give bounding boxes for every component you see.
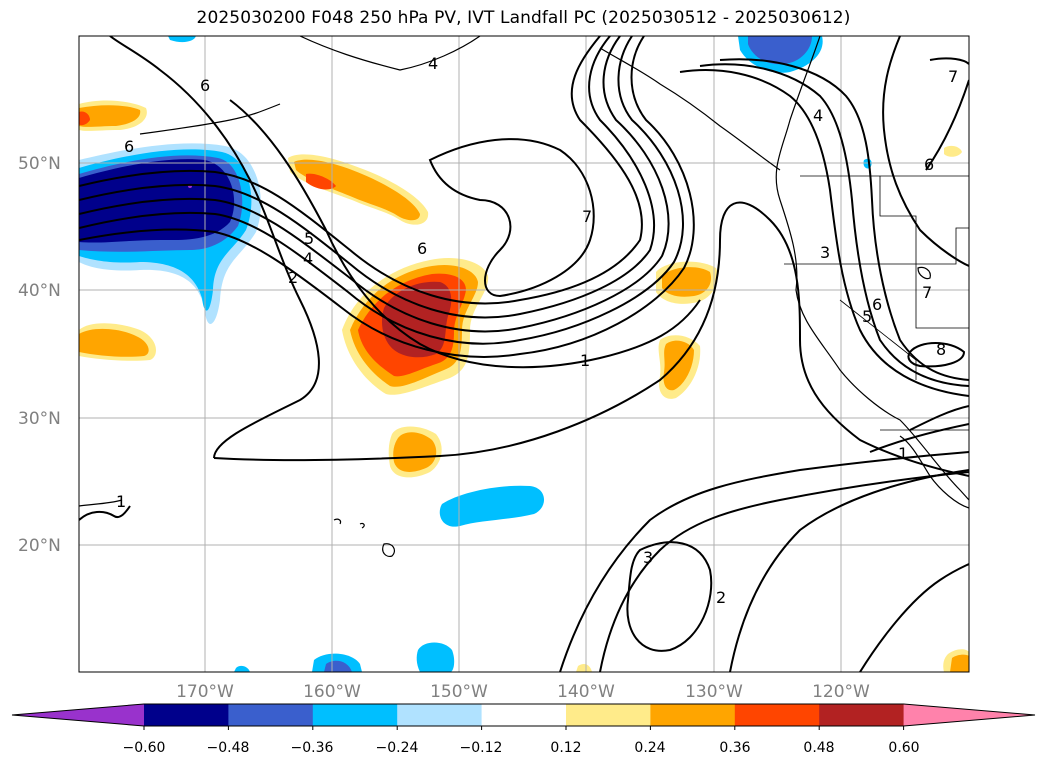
colorbar-tick-label: −0.12 xyxy=(460,740,503,756)
map-area: 6 6 4 5 4 2 6 7 1 4 3 6 5 7 8 6 7 1 3 2 … xyxy=(79,36,969,672)
contour-label: 1 xyxy=(580,351,590,370)
contour-labels: 6 6 4 5 4 2 6 7 1 4 3 6 5 7 8 6 7 1 3 2 … xyxy=(116,54,958,607)
colorbar-tick-label: −0.48 xyxy=(207,740,250,756)
colorbar-tick-label: 0.48 xyxy=(803,740,834,756)
colorbar-ticks: −0.60 −0.48 −0.36 −0.24 −0.12 0.12 0.24 … xyxy=(123,740,920,756)
colorbar-tick-label: −0.36 xyxy=(291,740,334,756)
contour-label: 6 xyxy=(200,76,210,95)
contour-label: 8 xyxy=(936,340,946,359)
colorbar xyxy=(11,703,1036,730)
pv-contours xyxy=(79,36,969,672)
latitude-labels: 50°N 40°N 30°N 20°N xyxy=(18,154,61,556)
colorbar-bin xyxy=(228,704,314,726)
colorbar-bin xyxy=(397,704,483,726)
colorbar-bin xyxy=(144,704,229,726)
contour-label: 6 xyxy=(417,239,427,258)
lat-label: 40°N xyxy=(18,281,61,301)
contour-label: 5 xyxy=(304,229,314,248)
contour-label: 7 xyxy=(922,283,932,302)
colorbar-tick-label: −0.60 xyxy=(123,740,166,756)
lat-label: 50°N xyxy=(18,154,61,174)
colorbar-bin xyxy=(566,704,651,726)
contour-label: 4 xyxy=(303,249,313,268)
map-frame xyxy=(78,35,970,673)
contour-label: 2 xyxy=(716,588,726,607)
contour-label: 3 xyxy=(643,548,653,567)
coastlines xyxy=(79,36,969,557)
lat-label: 20°N xyxy=(18,536,61,556)
colorbar-tick-label: 0.24 xyxy=(634,740,665,756)
colorbar-bin xyxy=(650,704,736,726)
contour-label: 3 xyxy=(820,243,830,262)
lon-label: 150°W xyxy=(430,682,488,702)
lat-label: 30°N xyxy=(18,409,61,429)
colorbar-extend-max xyxy=(903,704,1035,726)
colorbar-bin xyxy=(481,704,567,726)
contour-label: 4 xyxy=(813,106,823,125)
colorbar-tick-label: 0.12 xyxy=(550,740,581,756)
pv-fill-positive-other xyxy=(79,100,969,672)
lon-label: 120°W xyxy=(812,682,870,702)
longitude-labels: 170°W 160°W 150°W 140°W 130°W 120°W xyxy=(176,682,870,702)
pv-fill-negative-north xyxy=(168,36,872,169)
contour-label: 4 xyxy=(428,54,438,73)
colorbar-bin xyxy=(734,704,820,726)
contour-label: 1 xyxy=(116,492,126,511)
lon-label: 160°W xyxy=(303,682,361,702)
colorbar-bin xyxy=(819,704,905,726)
colorbar-tick-label: 0.36 xyxy=(719,740,750,756)
contour-label: 6 xyxy=(124,137,134,156)
contour-label: 5 xyxy=(862,307,872,326)
lon-label: 130°W xyxy=(685,682,743,702)
pv-fill-negative-south xyxy=(234,485,545,672)
contour-label: 1 xyxy=(898,444,908,463)
contour-label: 7 xyxy=(582,207,592,226)
lon-label: 140°W xyxy=(557,682,615,702)
map-title: 2025030200 F048 250 hPa PV, IVT Landfall… xyxy=(196,8,851,28)
contour-label: 6 xyxy=(924,155,934,174)
contour-label: 7 xyxy=(948,67,958,86)
colorbar-bin xyxy=(312,704,398,726)
colorbar-extend-min xyxy=(12,704,144,726)
colorbar-tick-label: −0.24 xyxy=(376,740,419,756)
contour-label: 2 xyxy=(288,268,298,287)
grid-lines xyxy=(79,36,969,672)
colorbar-tick-label: 0.60 xyxy=(888,740,919,756)
lon-label: 170°W xyxy=(176,682,234,702)
contour-label: 6 xyxy=(872,295,882,314)
